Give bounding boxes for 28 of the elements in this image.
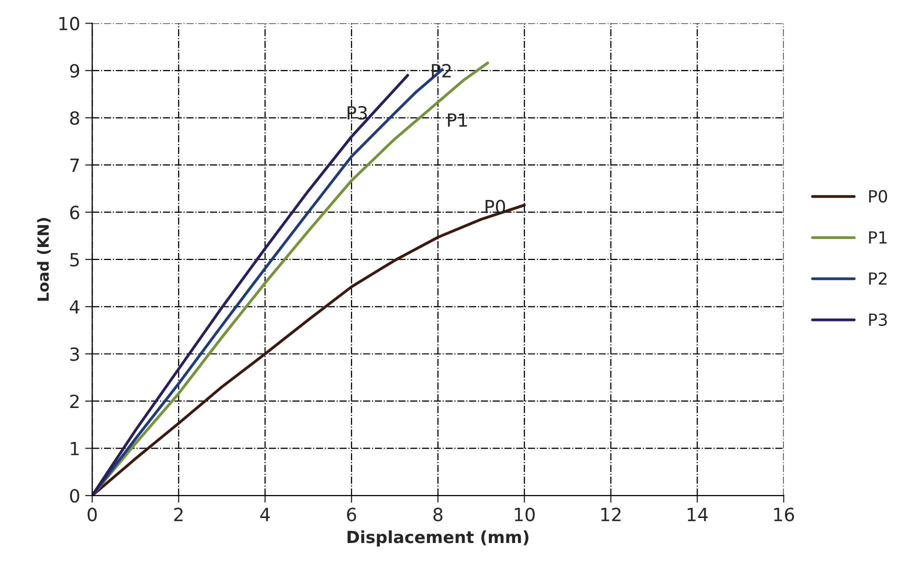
x-axis-title: Displacement (mm) bbox=[348, 530, 528, 547]
legend-label: P3 bbox=[869, 313, 887, 326]
x-tick-label: 4 bbox=[260, 508, 270, 522]
x-tick-label: 10 bbox=[514, 508, 535, 522]
legend-label: P2 bbox=[869, 272, 887, 285]
x-tick-label: 16 bbox=[774, 508, 794, 522]
y-tick-label: 0 bbox=[70, 489, 80, 503]
x-tick-label: 12 bbox=[601, 508, 621, 522]
y-tick-label: 1 bbox=[70, 442, 79, 456]
y-tick-label: 3 bbox=[70, 347, 79, 361]
annotation: P0 bbox=[486, 200, 506, 214]
x-tick-label: 0 bbox=[88, 508, 97, 522]
x-tick-label: 14 bbox=[688, 508, 708, 522]
legend-label: P0 bbox=[869, 190, 888, 203]
y-tick-label: 5 bbox=[70, 253, 79, 267]
x-tick-label: 6 bbox=[347, 508, 356, 522]
y-tick-label: 10 bbox=[59, 16, 80, 30]
y-tick-label: 2 bbox=[70, 394, 79, 408]
x-tick-label: 2 bbox=[174, 508, 183, 522]
y-axis-title: Load (KN) bbox=[37, 218, 51, 301]
y-tick-label: 7 bbox=[70, 158, 79, 172]
y-tick-label: 9 bbox=[70, 64, 80, 78]
y-tick-label: 6 bbox=[70, 206, 80, 220]
annotation: P3 bbox=[348, 106, 367, 120]
y-tick-label: 8 bbox=[70, 111, 80, 125]
x-tick-label: 8 bbox=[433, 508, 442, 522]
y-tick-label: 4 bbox=[70, 300, 80, 314]
legend-label: P1 bbox=[869, 231, 887, 244]
